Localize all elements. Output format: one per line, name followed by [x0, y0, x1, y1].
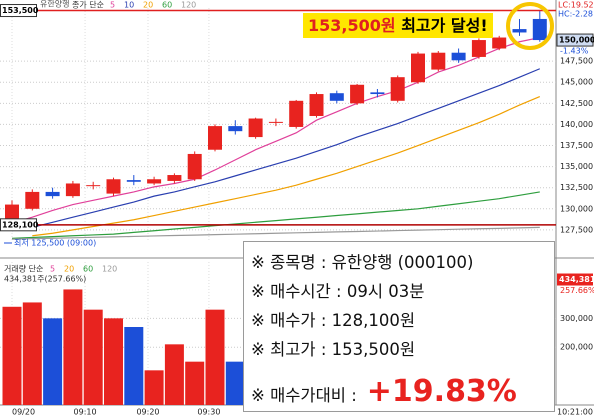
- info-line: ※ 매수가 : 128,100원: [251, 311, 416, 330]
- legend-item: 5: [110, 1, 115, 10]
- candle-body: [45, 191, 60, 197]
- annotation-price: 153,500원: [308, 16, 396, 35]
- y-tick-label: 142,500: [560, 99, 593, 108]
- last-volume-label: 434,381: [559, 275, 594, 284]
- moving-average-line: [11, 68, 541, 232]
- last-volume-box: [557, 273, 593, 286]
- y-tick-label: 300,000: [560, 314, 593, 323]
- current-price-label: 150,000: [559, 36, 594, 45]
- current-price-box: [556, 33, 594, 47]
- gain-value: +19.83%: [366, 374, 517, 409]
- time-label: 10:21:00: [557, 408, 593, 417]
- volume-bar: [22, 302, 42, 405]
- y-tick-label: 137,500: [560, 141, 593, 150]
- last-volume-ratio: 257.66%: [560, 286, 594, 295]
- legend-item: 120: [181, 1, 196, 10]
- legend-item: 60: [83, 265, 93, 274]
- stat-label: LC:19.52: [558, 1, 594, 10]
- candle-body: [86, 185, 101, 187]
- candle-body: [512, 29, 527, 33]
- candle-body: [268, 121, 283, 123]
- x-tick-label: 09:10: [74, 408, 97, 417]
- volume-bar: [205, 309, 225, 405]
- candle-body: [329, 93, 344, 101]
- candle-body: [126, 180, 141, 182]
- info-line: ※ 매수시간 : 09시 03분: [251, 282, 425, 301]
- annotation: 153,500원 최고가 달성!: [303, 13, 493, 38]
- low-note: 최저 125,500 (09:00): [14, 238, 96, 248]
- candle-body: [390, 77, 405, 101]
- reference-label: 128,100: [2, 220, 39, 229]
- moving-average-line: [32, 96, 541, 237]
- y-tick-label: 130,000: [560, 204, 593, 213]
- candle-body: [309, 94, 324, 116]
- candle-body: [431, 52, 446, 70]
- candle-body: [65, 183, 80, 197]
- candle-body: [25, 191, 40, 209]
- volume-bar: [83, 309, 103, 405]
- volume-bar: [2, 306, 22, 405]
- legend-title: 거래량 단순: [4, 264, 43, 274]
- info-line: ※ 종목명 : 유한양행 (000100): [251, 253, 474, 272]
- volume-bar: [164, 344, 184, 405]
- volume-bar: [144, 370, 164, 405]
- reference-label: 153,500: [2, 6, 39, 15]
- legend-item: 20: [64, 265, 74, 274]
- reference-label-box: [0, 218, 37, 232]
- info-box: ※ 종목명 : 유한양행 (000100) ※ 매수시간 : 09시 03분 ※…: [243, 241, 555, 412]
- volume-bar: [43, 318, 63, 405]
- gain-label: ※ 매수가대비 :: [251, 386, 357, 405]
- legend-item: 60: [162, 1, 172, 10]
- y-tick-label: 132,500: [560, 183, 593, 192]
- volume-bar: [225, 361, 245, 405]
- y-tick-label: 135,000: [560, 162, 593, 171]
- candle-body: [208, 126, 222, 150]
- candle-body: [187, 153, 202, 180]
- volume-summary: 434,381주(257.66%): [4, 275, 86, 284]
- y-tick-label: 140,000: [560, 120, 593, 129]
- candle-body: [532, 18, 547, 41]
- gain-line: ※ 매수가대비 : +19.83%: [251, 372, 547, 412]
- candle-body: [289, 100, 304, 127]
- moving-average-line: [11, 36, 540, 224]
- chart-name: 유한양행: [40, 0, 69, 9]
- stat-label: HC:-2.28: [558, 10, 593, 19]
- x-tick-label: 09:30: [197, 408, 220, 417]
- current-price-change: -1.43%: [560, 47, 589, 56]
- volume-bar: [104, 318, 123, 405]
- volume-bar: [124, 327, 144, 405]
- moving-average-line: [11, 226, 540, 240]
- x-tick-label: 09:20: [136, 408, 159, 417]
- info-line: ※ 최고가 : 153,500원: [251, 340, 416, 359]
- y-tick-label: 200,000: [560, 343, 593, 352]
- candle-body: [350, 84, 365, 104]
- moving-average-line: [11, 191, 540, 239]
- y-tick-label: 127,500: [560, 225, 593, 234]
- legend-item: 120: [102, 265, 117, 274]
- legend-title: 종가 단순: [72, 0, 104, 10]
- candle-body: [167, 175, 182, 181]
- legend-item: 10: [124, 1, 134, 10]
- candle-body: [492, 37, 507, 49]
- reference-label-box: [0, 4, 37, 18]
- y-tick-label: 147,500: [560, 57, 593, 66]
- legend-item: 5: [50, 265, 55, 274]
- candle-body: [451, 52, 466, 61]
- y-tick-label: 145,000: [560, 78, 593, 87]
- volume-bar: [185, 361, 205, 405]
- annotation-text: 최고가 달성!: [401, 16, 488, 35]
- highlight-circle: [506, 2, 554, 50]
- candle-body: [411, 53, 425, 83]
- candle-body: [248, 118, 263, 138]
- candle-body: [228, 126, 243, 132]
- x-tick-label: 09/20: [12, 408, 35, 417]
- volume-bar: [63, 289, 83, 405]
- candle-body: [370, 92, 385, 95]
- candle-body: [147, 179, 162, 184]
- candle-body: [471, 40, 486, 57]
- legend-item: 20: [143, 1, 153, 10]
- candle-body: [106, 179, 121, 194]
